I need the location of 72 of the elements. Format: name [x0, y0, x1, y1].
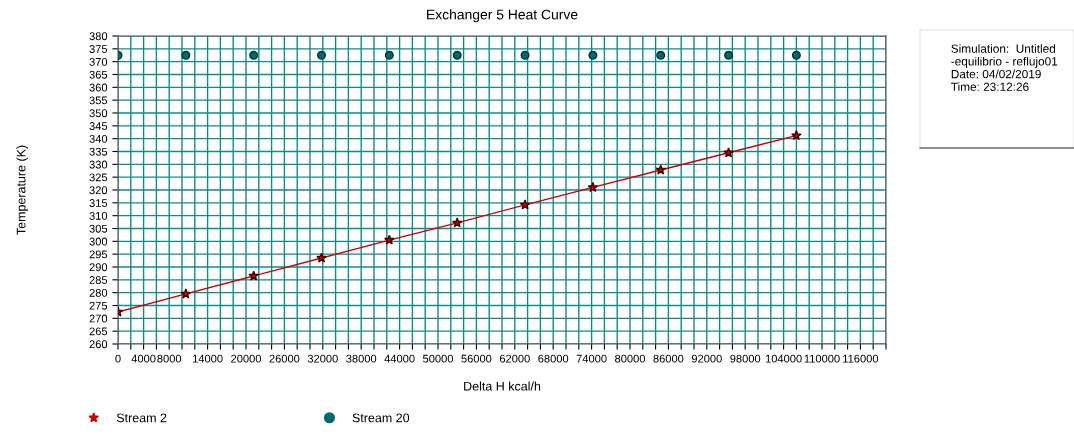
- y-tick-label: 360: [89, 83, 108, 92]
- y-tick-label: 370: [89, 57, 108, 66]
- x-tick-label: 98000: [730, 354, 761, 363]
- y-tick-label: 340: [89, 134, 108, 143]
- y-tick-label: 380: [89, 32, 108, 41]
- y-tick-label: 335: [89, 147, 108, 156]
- x-tick-label: 56000: [461, 354, 492, 363]
- y-tick-label: 325: [89, 173, 108, 182]
- point: [724, 50, 734, 60]
- point: [249, 50, 259, 60]
- point: [181, 50, 191, 60]
- point: [452, 50, 462, 60]
- x-tick-label: 38000: [346, 354, 377, 363]
- x-tick-label: 14000: [193, 354, 223, 363]
- text: Simulation: Untitled -equilibrio - reflujo01 Date: 04/02/2019 Time: 23:12:26: [951, 44, 1058, 91]
- point: [791, 50, 801, 60]
- x-axis-title: Delta H kcal/h: [464, 381, 541, 391]
- y-tick-label: 365: [89, 70, 108, 79]
- y-tick-label: 315: [89, 199, 108, 207]
- x-tick-label: 68000: [538, 354, 569, 363]
- y-tick-label: 285: [89, 276, 108, 284]
- y-tick-label: 290: [89, 263, 108, 272]
- legend-label: Stream 2: [116, 413, 167, 423]
- x-tick-label: 104000: [765, 354, 802, 363]
- x-tick-label: 110000: [804, 354, 840, 363]
- point: [655, 164, 667, 175]
- y-tick-label: 260: [89, 340, 108, 349]
- chart-title: Exchanger 5 Heat Curve: [427, 9, 578, 23]
- x-tick-label: 116000: [843, 354, 879, 363]
- point: [791, 130, 802, 141]
- y-tick-label: 300: [89, 237, 108, 246]
- point: [180, 288, 192, 299]
- y-tick-label: 270: [89, 314, 108, 323]
- point: [723, 147, 734, 158]
- y-tick-label: 350: [89, 109, 108, 118]
- y-tick-label: 280: [89, 288, 108, 297]
- y-tick-label: 320: [89, 186, 108, 195]
- y-tick-label: 330: [89, 160, 108, 169]
- point: [248, 270, 259, 281]
- x-tick-label: 0: [115, 354, 121, 363]
- y-tick-label: 275: [89, 301, 108, 310]
- x-tick-label: 92000: [691, 354, 722, 363]
- y-tick-label: 265: [89, 327, 108, 336]
- y-axis-title: Temperature (K): [16, 145, 28, 235]
- y-tick-label: 295: [89, 250, 108, 259]
- point: [519, 199, 531, 210]
- point: [520, 50, 530, 60]
- point: [384, 50, 394, 60]
- x-tick-label: 74000: [576, 354, 607, 363]
- x-tick-label: 80000: [615, 354, 646, 363]
- x-tick-label: 32000: [307, 354, 338, 363]
- y-tick-label: 355: [89, 96, 108, 105]
- x-tick-label: 20000: [231, 354, 262, 363]
- x-tick-label: 62000: [499, 354, 530, 363]
- x-tick-label: 50000: [423, 354, 454, 363]
- x-tick-label: 26000: [269, 354, 300, 363]
- x-tick-label: 86000: [653, 354, 684, 363]
- point: [316, 252, 327, 263]
- point: [588, 50, 598, 60]
- point: [317, 50, 327, 60]
- point: [384, 234, 395, 245]
- x-tick-label: 8000: [157, 354, 182, 363]
- y-tick-label: 305: [89, 224, 108, 233]
- x-tick-label: 44000: [384, 354, 415, 363]
- point: [656, 50, 666, 60]
- y-tick-label: 375: [89, 45, 108, 53]
- y-tick-label: 345: [89, 122, 108, 130]
- y-tick-label: 310: [89, 211, 108, 220]
- point: [451, 217, 463, 228]
- x-tick-label: 4000: [131, 354, 156, 363]
- legend-label: Stream 20: [352, 413, 410, 423]
- point: [587, 181, 599, 193]
